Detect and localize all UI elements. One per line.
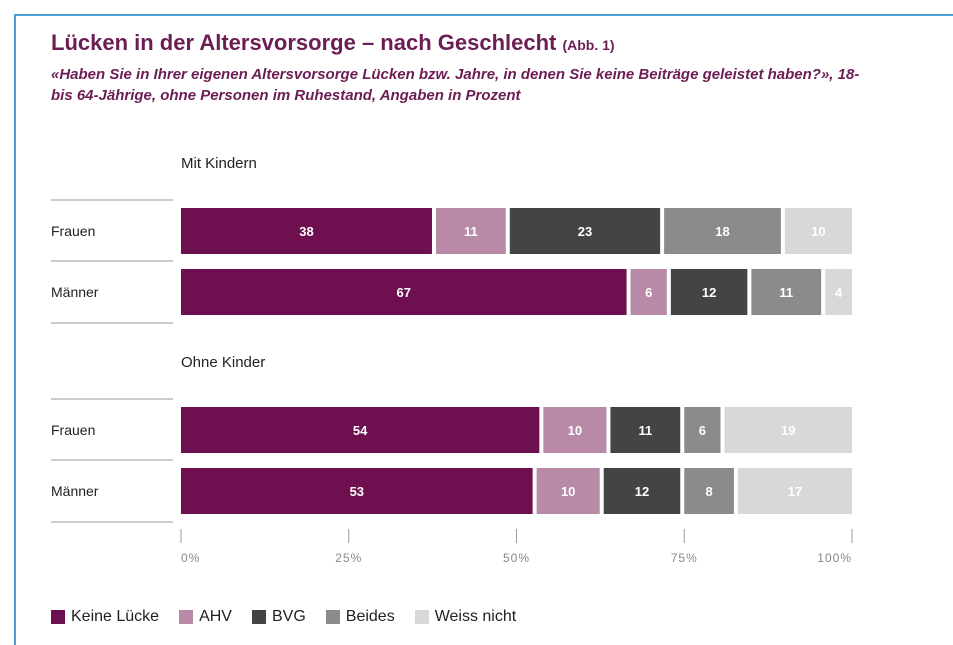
bar-segment: [751, 269, 822, 315]
legend-swatch: [325, 610, 340, 624]
legend-item: AHV: [179, 608, 232, 626]
bar-value-label: 6: [645, 285, 652, 300]
bar-segment: [670, 269, 748, 315]
bar-value-label: 10: [811, 224, 825, 239]
chart-title: Lücken in der Altersvorsorge – nach Gesc…: [51, 30, 615, 56]
legend-label: Beides: [345, 608, 395, 625]
x-tick-label: 100%: [817, 551, 852, 565]
bar-segment: [684, 468, 734, 514]
bar-segment: [664, 208, 781, 254]
legend-item: Weiss nicht: [414, 608, 517, 626]
legend-swatch: [414, 610, 429, 624]
bar-value-label: 54: [353, 423, 368, 438]
x-tick-label: 0%: [181, 551, 200, 565]
bar-segment: [724, 407, 852, 453]
left-border: [14, 14, 16, 645]
legend-item: Beides: [325, 608, 395, 626]
row-label: Männer: [51, 483, 99, 499]
row-label: Männer: [51, 284, 99, 300]
bar-value-label: 8: [705, 484, 712, 499]
legend-label: Keine Lücke: [71, 608, 160, 625]
bar-segment: [825, 269, 852, 315]
row-label: Frauen: [51, 223, 95, 239]
legend-swatch: [179, 610, 194, 624]
bar-segment: [543, 407, 607, 453]
bar-value-label: 23: [578, 224, 592, 239]
bar-segment: [630, 269, 667, 315]
bar-value-label: 11: [638, 423, 652, 438]
bar-value-label: 4: [835, 285, 843, 300]
bar-value-label: 67: [397, 285, 411, 300]
bar-segment: [181, 407, 540, 453]
bar-value-label: 11: [779, 285, 793, 300]
bar-value-label: 17: [788, 484, 802, 499]
bar-segment: [509, 208, 661, 254]
legend-item: BVG: [251, 608, 306, 626]
bar-value-label: 19: [781, 423, 795, 438]
group-label: Ohne Kinder: [181, 354, 265, 371]
legend-swatch: [251, 610, 266, 624]
bar-segment: [181, 468, 533, 514]
bar-value-label: 12: [702, 285, 716, 300]
legend-swatch: [51, 610, 65, 624]
bar-segment: [610, 407, 681, 453]
x-tick-label: 25%: [335, 551, 362, 565]
top-border: [14, 14, 953, 16]
title-figure-ref: (Abb. 1): [562, 37, 615, 53]
bar-segment: [181, 208, 432, 254]
x-tick-label: 50%: [503, 551, 530, 565]
bar-segment: [435, 208, 506, 254]
legend-item: Keine Lücke: [51, 608, 159, 626]
bar-segment: [684, 407, 721, 453]
bar-value-label: 6: [699, 423, 706, 438]
bar-value-label: 38: [299, 224, 313, 239]
bar-segment: [536, 468, 600, 514]
stacked-bar-chart: Mit Kindern Frauen 38 11 23 18 10 Männer 67 6 12 11…: [51, 155, 853, 565]
legend: Keine Lücke AHV BVG Beides Weiss nicht: [51, 608, 516, 626]
chart-subtitle: «Haben Sie in Ihrer eigenen Altersvorsor…: [51, 66, 860, 104]
group-label: Mit Kindern: [181, 155, 257, 172]
title-text: Lücken in der Altersvorsorge – nach Gesc…: [51, 30, 557, 55]
bar-value-label: 10: [568, 423, 582, 438]
bar-segment: [737, 468, 852, 514]
row-label: Frauen: [51, 422, 95, 438]
bar-segment: [603, 468, 681, 514]
x-tick-label: 75%: [671, 551, 698, 565]
legend-label: Weiss nicht: [434, 608, 517, 625]
bar-value-label: 11: [464, 224, 478, 239]
bar-value-label: 53: [350, 484, 364, 499]
bar-value-label: 10: [561, 484, 575, 499]
bar-segment: [181, 269, 627, 315]
bar-value-label: 18: [715, 224, 729, 239]
legend-label: AHV: [199, 608, 232, 625]
bar-value-label: 12: [635, 484, 649, 499]
legend-label: BVG: [271, 608, 306, 625]
bar-segment: [784, 208, 852, 254]
